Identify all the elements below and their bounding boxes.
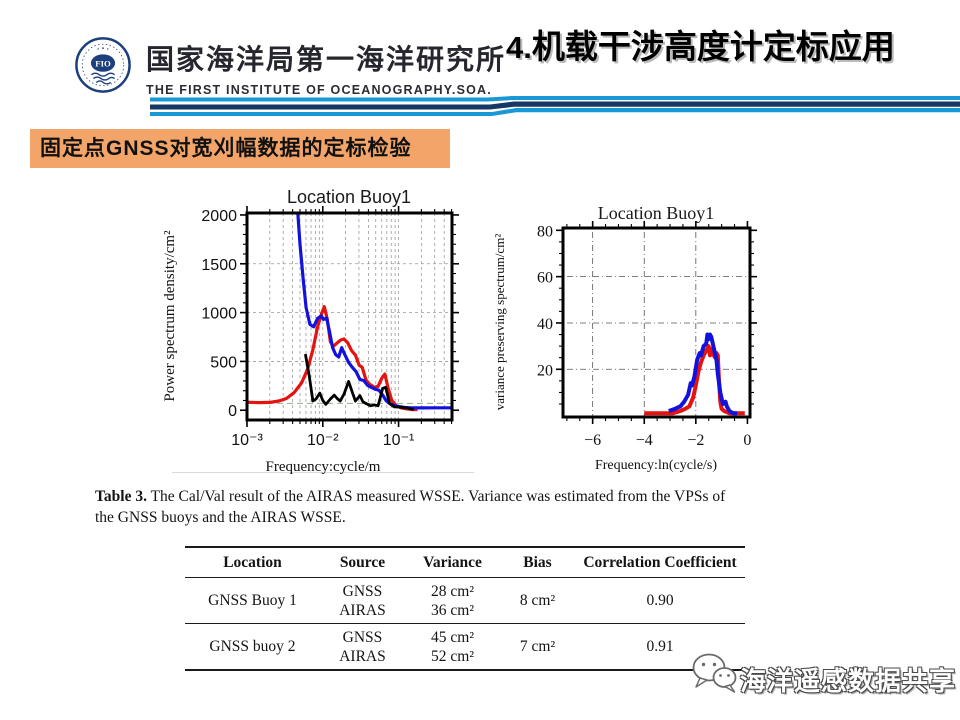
svg-text:Power spectrum density/cm²: Power spectrum density/cm² — [162, 230, 178, 402]
institute-name-cn: 国家海洋局第一海洋研究所 — [146, 44, 507, 75]
svg-text:80: 80 — [537, 223, 553, 240]
col-header-source: Source — [339, 553, 386, 571]
col-header-correlation: Correlation Coefficient — [583, 553, 737, 571]
wechat-account-label: 海洋遥感数据共享 — [740, 666, 957, 696]
table-caption-line1: The Cal/Val result of the AIRAS measured… — [146, 488, 726, 505]
svg-text:1000: 1000 — [201, 306, 237, 323]
cell-bias: 7 cm² — [519, 637, 556, 655]
cell-variance-airas: 52 cm² — [431, 647, 474, 665]
cell-variance: 45 cm² 52 cm² — [405, 628, 500, 666]
slide-title-text: 机载干涉高度计定标应用 — [531, 30, 895, 66]
table-row: GNSS Buoy 1 GNSS AIRAS 28 cm² 36 cm² 8 c… — [185, 578, 745, 624]
wechat-icon — [692, 653, 737, 693]
logo-fio-text: FIO — [95, 58, 111, 68]
cell-correlation: 0.90 — [646, 591, 674, 609]
svg-text:10⁻¹: 10⁻¹ — [383, 432, 415, 449]
svg-text:40: 40 — [537, 316, 553, 333]
cell-source-gnss: GNSS — [342, 582, 383, 600]
col-header-bias: Bias — [523, 553, 552, 571]
svg-text:60: 60 — [537, 270, 553, 287]
svg-text:Location Buoy1: Location Buoy1 — [287, 187, 411, 207]
chart-image-divider — [172, 472, 474, 473]
cell-variance-airas: 36 cm² — [431, 601, 474, 619]
cell-location: GNSS buoy 2 — [209, 637, 296, 655]
col-header-location: Location — [223, 553, 282, 571]
header-stripes-decoration — [150, 96, 960, 116]
svg-text:20: 20 — [537, 362, 553, 379]
table-caption-number: Table 3. — [95, 488, 147, 505]
svg-text:Frequency:cycle/m: Frequency:cycle/m — [266, 459, 381, 475]
cell-correlation: 0.91 — [646, 637, 674, 655]
svg-text:0: 0 — [228, 403, 237, 420]
institute-block: 国家海洋局第一海洋研究所 THE FIRST INSTITUTE OF OCEA… — [146, 38, 506, 97]
cell-source-airas: AIRAS — [339, 647, 386, 665]
table-caption: Table 3. The Cal/Val result of the AIRAS… — [95, 486, 865, 528]
svg-text:−2: −2 — [687, 432, 704, 449]
stripe-light-bottom — [150, 108, 960, 116]
cell-source-airas: AIRAS — [339, 601, 386, 619]
svg-text:−4: −4 — [636, 432, 653, 449]
svg-text:1500: 1500 — [201, 257, 237, 274]
table-row: GNSS buoy 2 GNSS AIRAS 45 cm² 52 cm² 7 c… — [185, 624, 745, 669]
svg-text:10⁻³: 10⁻³ — [231, 432, 263, 449]
svg-text:0: 0 — [743, 432, 751, 449]
cell-variance-gnss: 45 cm² — [431, 628, 474, 646]
svg-text:−6: −6 — [584, 432, 601, 449]
cell-bias: 8 cm² — [519, 591, 556, 609]
svg-text:10⁻²: 10⁻² — [307, 432, 339, 449]
slide-title-number: 4. — [506, 30, 532, 65]
svg-text:variance preserving spectrum/c: variance preserving spectrum/cm² — [492, 234, 507, 411]
svg-text:500: 500 — [210, 354, 237, 371]
cell-source: GNSS AIRAS — [320, 582, 405, 620]
slide-title: 4.机载干涉高度计定标应用 — [506, 20, 960, 68]
variance-spectrum-chart: −6 −4 −2 0 20 40 60 80 Location Buoy1 Frequency:l… — [492, 203, 757, 473]
topic-label: 固定点GNSS对宽刈幅数据的定标检验 — [30, 129, 450, 168]
cell-location: GNSS Buoy 1 — [208, 591, 297, 609]
cell-variance-gnss: 28 cm² — [431, 582, 474, 600]
calval-results-table: Location Source Variance Bias Correlatio… — [185, 546, 745, 671]
stripe-light-top — [150, 96, 960, 102]
col-header-variance: Variance — [423, 553, 482, 571]
svg-text:Location Buoy1: Location Buoy1 — [598, 203, 714, 223]
stripe-dark-middle — [150, 101, 960, 110]
table-caption-line2: the GNSS buoys and the AIRAS WSSE. — [95, 509, 346, 526]
fio-logo: FIO — [75, 37, 131, 93]
cell-source-gnss: GNSS — [342, 628, 383, 646]
power-spectrum-chart: 10⁻³ 10⁻² 10⁻¹ 0 500 1000 1500 2000 Location Buo… — [162, 187, 459, 475]
cell-source: GNSS AIRAS — [320, 628, 405, 666]
svg-text:Frequency:ln(cycle/s): Frequency:ln(cycle/s) — [595, 458, 717, 473]
institute-name-en: THE FIRST INSTITUTE OF OCEANOGRAPHY.SOA. — [146, 83, 492, 97]
svg-text:2000: 2000 — [201, 208, 237, 225]
table-header-row: Location Source Variance Bias Correlatio… — [185, 548, 745, 578]
cell-variance: 28 cm² 36 cm² — [405, 582, 500, 620]
